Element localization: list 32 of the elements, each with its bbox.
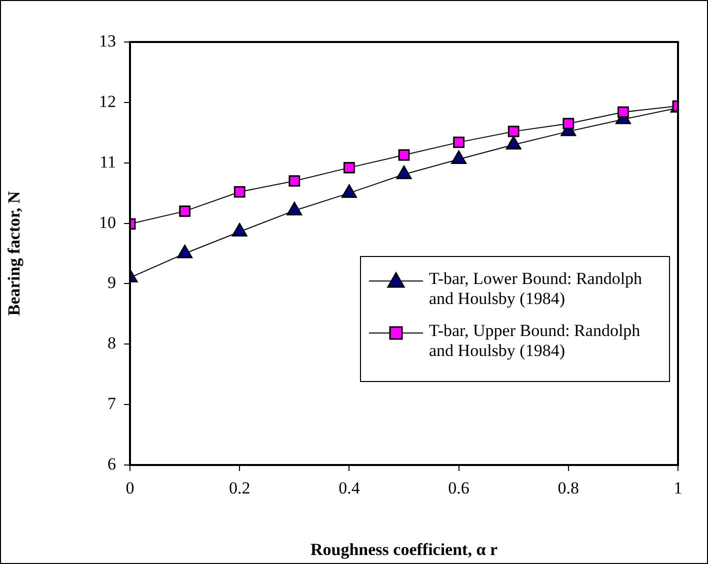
y-tick-label: 13 bbox=[99, 31, 116, 50]
point bbox=[508, 126, 520, 138]
point bbox=[288, 175, 300, 187]
point bbox=[398, 149, 410, 161]
x-axis-title: Roughness coefficient, α r bbox=[310, 540, 498, 560]
point bbox=[344, 162, 355, 174]
legend-label: T-bar, Upper Bound: Randolph and Houlsby (1984) bbox=[429, 321, 642, 361]
point bbox=[618, 106, 629, 118]
point bbox=[234, 186, 246, 198]
point bbox=[562, 118, 574, 130]
point bbox=[286, 202, 302, 216]
point bbox=[396, 166, 412, 180]
x-tick-label: 1 bbox=[674, 478, 682, 498]
y-tick-label: 12 bbox=[99, 92, 116, 111]
legend-label: T-bar, Lower Bound: Randolph and Houlsby (1984) bbox=[429, 269, 644, 309]
point bbox=[453, 136, 464, 148]
x-tick-label: 0.6 bbox=[448, 478, 470, 498]
x-tick-label: 0.4 bbox=[338, 478, 360, 498]
y-tick-label: 8 bbox=[108, 334, 116, 353]
point bbox=[179, 206, 190, 217]
y-tick-label: 9 bbox=[108, 273, 116, 292]
y-axis-title: Bearing factor, N bbox=[4, 190, 24, 316]
point bbox=[177, 244, 192, 258]
y-tick-label: 11 bbox=[100, 152, 116, 172]
x-tick-label: 0.8 bbox=[558, 478, 580, 498]
point bbox=[232, 222, 248, 236]
y-tick-label: 6 bbox=[108, 454, 116, 474]
y-tick-label: 7 bbox=[108, 394, 116, 414]
x-tick-label: 0 bbox=[126, 478, 134, 498]
y-tick-label: 10 bbox=[99, 212, 116, 232]
x-tick-label: 0.2 bbox=[228, 478, 250, 498]
point bbox=[342, 184, 357, 198]
